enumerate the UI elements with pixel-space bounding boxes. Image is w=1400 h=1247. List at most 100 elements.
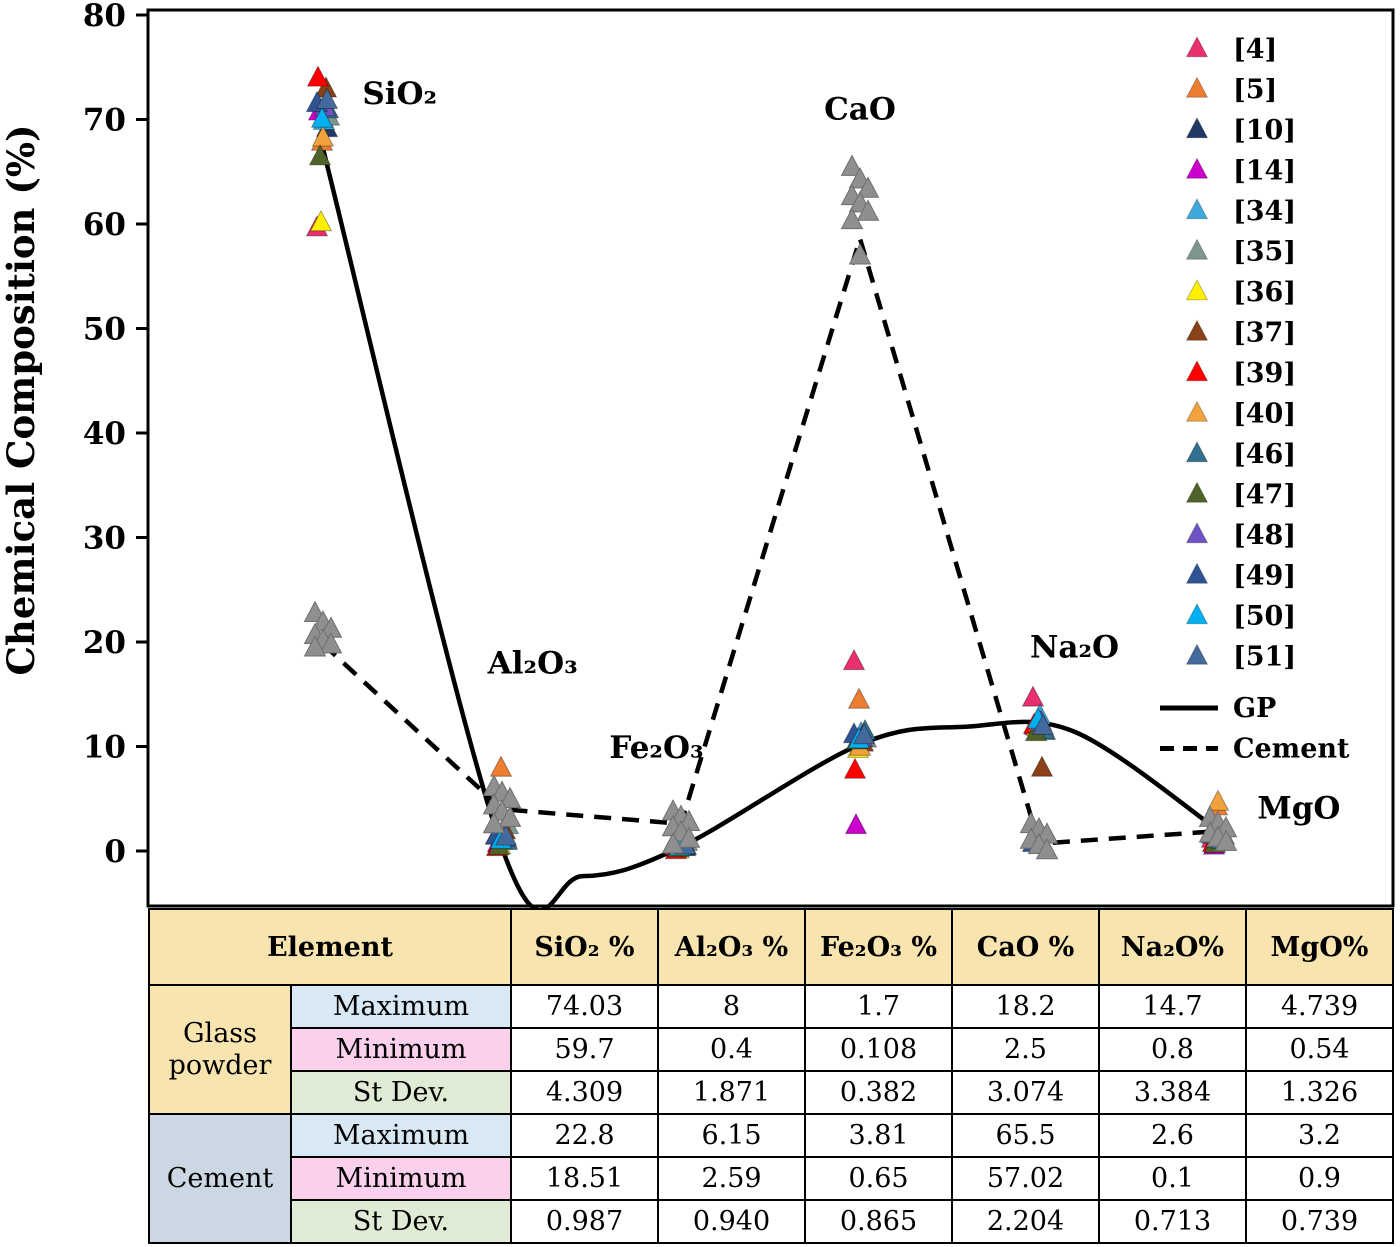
- y-axis-label: Chemical Composition (%): [0, 124, 43, 675]
- cell-value: 74.03: [510, 984, 659, 1029]
- legend-label: [40]: [1233, 399, 1296, 430]
- cell-value: 1.326: [1245, 1070, 1394, 1115]
- y-tick-label: 40: [83, 416, 126, 452]
- stat-label: Minimum: [290, 1156, 512, 1201]
- gp-marker: [1206, 789, 1230, 811]
- cell-value: 6.15: [657, 1113, 806, 1158]
- y-tick-label: 30: [83, 521, 126, 557]
- legend-marker: [1185, 278, 1209, 301]
- element-annotation: Al₂O₃: [487, 645, 578, 681]
- stat-label: Maximum: [290, 984, 512, 1029]
- stat-label: St Dev.: [290, 1070, 512, 1115]
- cell-value: 57.02: [951, 1156, 1100, 1201]
- gp-marker: [308, 144, 332, 166]
- table-row: Minimum 18.51 2.59 0.65 57.02 0.1 0.9: [149, 1156, 1394, 1201]
- cell-value: 2.204: [951, 1199, 1100, 1244]
- cell-value: 8: [657, 984, 806, 1029]
- legend-label: [14]: [1233, 156, 1296, 187]
- gp-marker: [1031, 713, 1055, 735]
- legend-label: [34]: [1233, 196, 1296, 227]
- legend-marker: [1185, 602, 1209, 625]
- legend-label: [10]: [1233, 115, 1296, 146]
- legend-label: [46]: [1233, 439, 1296, 470]
- legend-label: [47]: [1233, 480, 1296, 511]
- legend-label: GP: [1233, 693, 1276, 724]
- cell-value: 3.384: [1098, 1070, 1247, 1115]
- legend-label: [51]: [1233, 642, 1296, 673]
- legend-marker: [1185, 400, 1209, 422]
- legend-marker: [1185, 116, 1209, 139]
- cement-marker: [848, 243, 872, 265]
- plot-border: [146, 8, 1395, 908]
- cell-value: 0.108: [804, 1027, 953, 1072]
- element-annotation: SiO₂: [362, 76, 437, 112]
- element-annotation: Na₂O: [1030, 630, 1119, 666]
- cell-value: 0.382: [804, 1070, 953, 1115]
- legend-label: [35]: [1233, 237, 1296, 268]
- gp-marker: [315, 87, 339, 109]
- y-tick-label: 10: [83, 730, 126, 766]
- cell-value: 18.51: [510, 1156, 659, 1201]
- table-row: Cement Maximum 22.8 6.15 3.81 65.5 2.6 3…: [148, 1113, 1394, 1244]
- cement-marker: [482, 811, 506, 834]
- cement-marker: [1035, 837, 1059, 860]
- gp-marker: [842, 648, 866, 671]
- stat-label: St Dev.: [290, 1199, 512, 1244]
- cell-value: 0.1: [1098, 1156, 1247, 1201]
- legend-marker: [1185, 319, 1209, 341]
- cell-value: 18.2: [951, 984, 1100, 1029]
- legend-marker: [1185, 562, 1209, 584]
- table-row: St Dev. 4.309 1.871 0.382 3.074 3.384 1.…: [149, 1070, 1394, 1115]
- legend: [4] [5] [10] [14] [34] [35] [36] [37] [39] [40] [4…: [1160, 34, 1350, 765]
- col-header-element: Element: [148, 908, 512, 986]
- legend-marker: [1185, 481, 1209, 503]
- col-header-cao: CaO %: [951, 908, 1100, 986]
- gp-marker: [847, 687, 871, 709]
- gp-marker: [1030, 755, 1054, 777]
- cement-marker: [303, 635, 327, 657]
- legend-label: [50]: [1233, 601, 1296, 632]
- cell-value: 0.940: [657, 1199, 806, 1244]
- gp-marker: [844, 812, 868, 835]
- y-tick-label: 50: [83, 312, 126, 348]
- cell-value: 0.739: [1245, 1199, 1394, 1244]
- row-group-cement: Cement: [148, 1113, 292, 1244]
- table-row: Glass powder Maximum 74.03 8 1.7 18.2 14…: [148, 984, 1394, 1115]
- element-annotation: MgO: [1257, 791, 1340, 827]
- legend-label: [36]: [1233, 277, 1296, 308]
- cell-value: 0.865: [804, 1199, 953, 1244]
- cell-value: 3.074: [951, 1070, 1100, 1115]
- y-tick-label: 20: [83, 625, 126, 661]
- table-row: St Dev. 0.987 0.940 0.865 2.204 0.713 0.…: [149, 1199, 1394, 1244]
- cell-value: 0.65: [804, 1156, 953, 1201]
- cell-value: 1.7: [804, 984, 953, 1029]
- cell-value: 0.9: [1245, 1156, 1394, 1201]
- gp-marker: [852, 722, 876, 745]
- y-tick-label: 80: [83, 0, 126, 34]
- cell-value: 3.2: [1245, 1113, 1394, 1158]
- gp-marker: [309, 209, 333, 232]
- cell-value: 2.59: [657, 1156, 806, 1201]
- legend-label: [37]: [1233, 318, 1296, 349]
- cement-marker: [840, 207, 864, 230]
- stats-table: Element SiO₂ % Al₂O₃ % Fe₂O₃ % CaO % Na₂…: [148, 908, 1394, 1244]
- table-header-row: Element SiO₂ % Al₂O₃ % Fe₂O₃ % CaO % Na₂…: [148, 908, 1394, 986]
- stat-label: Maximum: [290, 1113, 512, 1158]
- row-group-glass-powder: Glass powder: [148, 984, 292, 1115]
- legend-marker: [1185, 76, 1209, 98]
- stats-table-wrap: Element SiO₂ % Al₂O₃ % Fe₂O₃ % CaO % Na₂…: [148, 908, 1394, 1244]
- element-annotation: CaO: [824, 92, 896, 128]
- legend-label: [49]: [1233, 561, 1296, 592]
- cement-marker: [319, 632, 343, 654]
- legend-marker: [1185, 157, 1209, 179]
- table-row: Minimum 59.7 0.4 0.108 2.5 0.8 0.54: [149, 1027, 1394, 1072]
- cement-marker: [498, 805, 522, 827]
- gp-marker: [843, 757, 867, 779]
- cement-marker: [856, 176, 880, 198]
- legend-label: [5]: [1233, 75, 1277, 106]
- legend-marker: [1185, 440, 1209, 463]
- cell-value: 0.54: [1245, 1027, 1394, 1072]
- legend-marker: [1185, 643, 1209, 665]
- legend-marker: [1185, 238, 1209, 260]
- legend-marker: [1185, 35, 1209, 58]
